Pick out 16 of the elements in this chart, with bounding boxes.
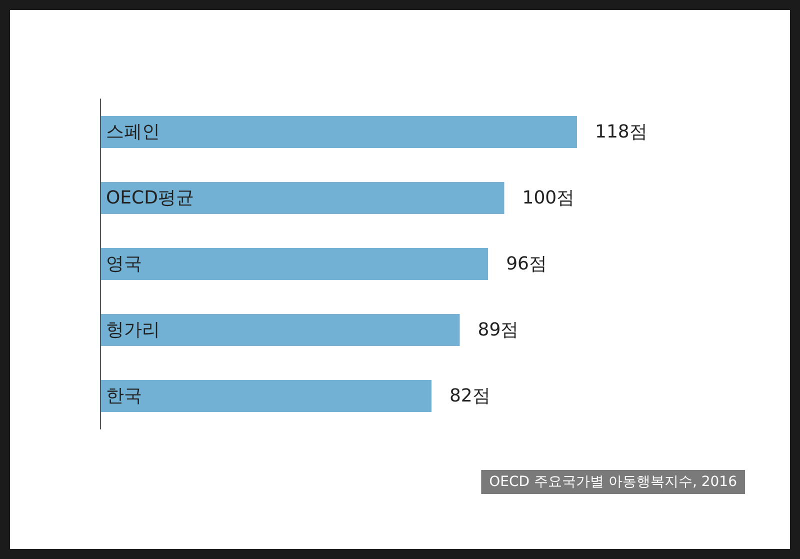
data-label: 100점	[522, 188, 575, 208]
bar	[100, 182, 504, 214]
y-tick-label: 영국	[106, 254, 142, 274]
bar	[100, 248, 488, 280]
bar	[100, 116, 577, 148]
y-tick-label: 헝가리	[106, 320, 160, 340]
data-label: 96점	[506, 254, 547, 274]
text: OECD 주요국가별 아동행복지수, 2016	[489, 474, 738, 490]
data-label: 118점	[595, 122, 648, 142]
bar	[100, 380, 432, 412]
y-tick-label: 한국	[106, 386, 142, 406]
data-label: 82점	[449, 386, 490, 406]
data-label: 89점	[478, 320, 519, 340]
y-tick-label: 스페인	[106, 122, 160, 142]
bar	[100, 314, 460, 346]
y-tick-label: OECD평균	[106, 188, 194, 208]
